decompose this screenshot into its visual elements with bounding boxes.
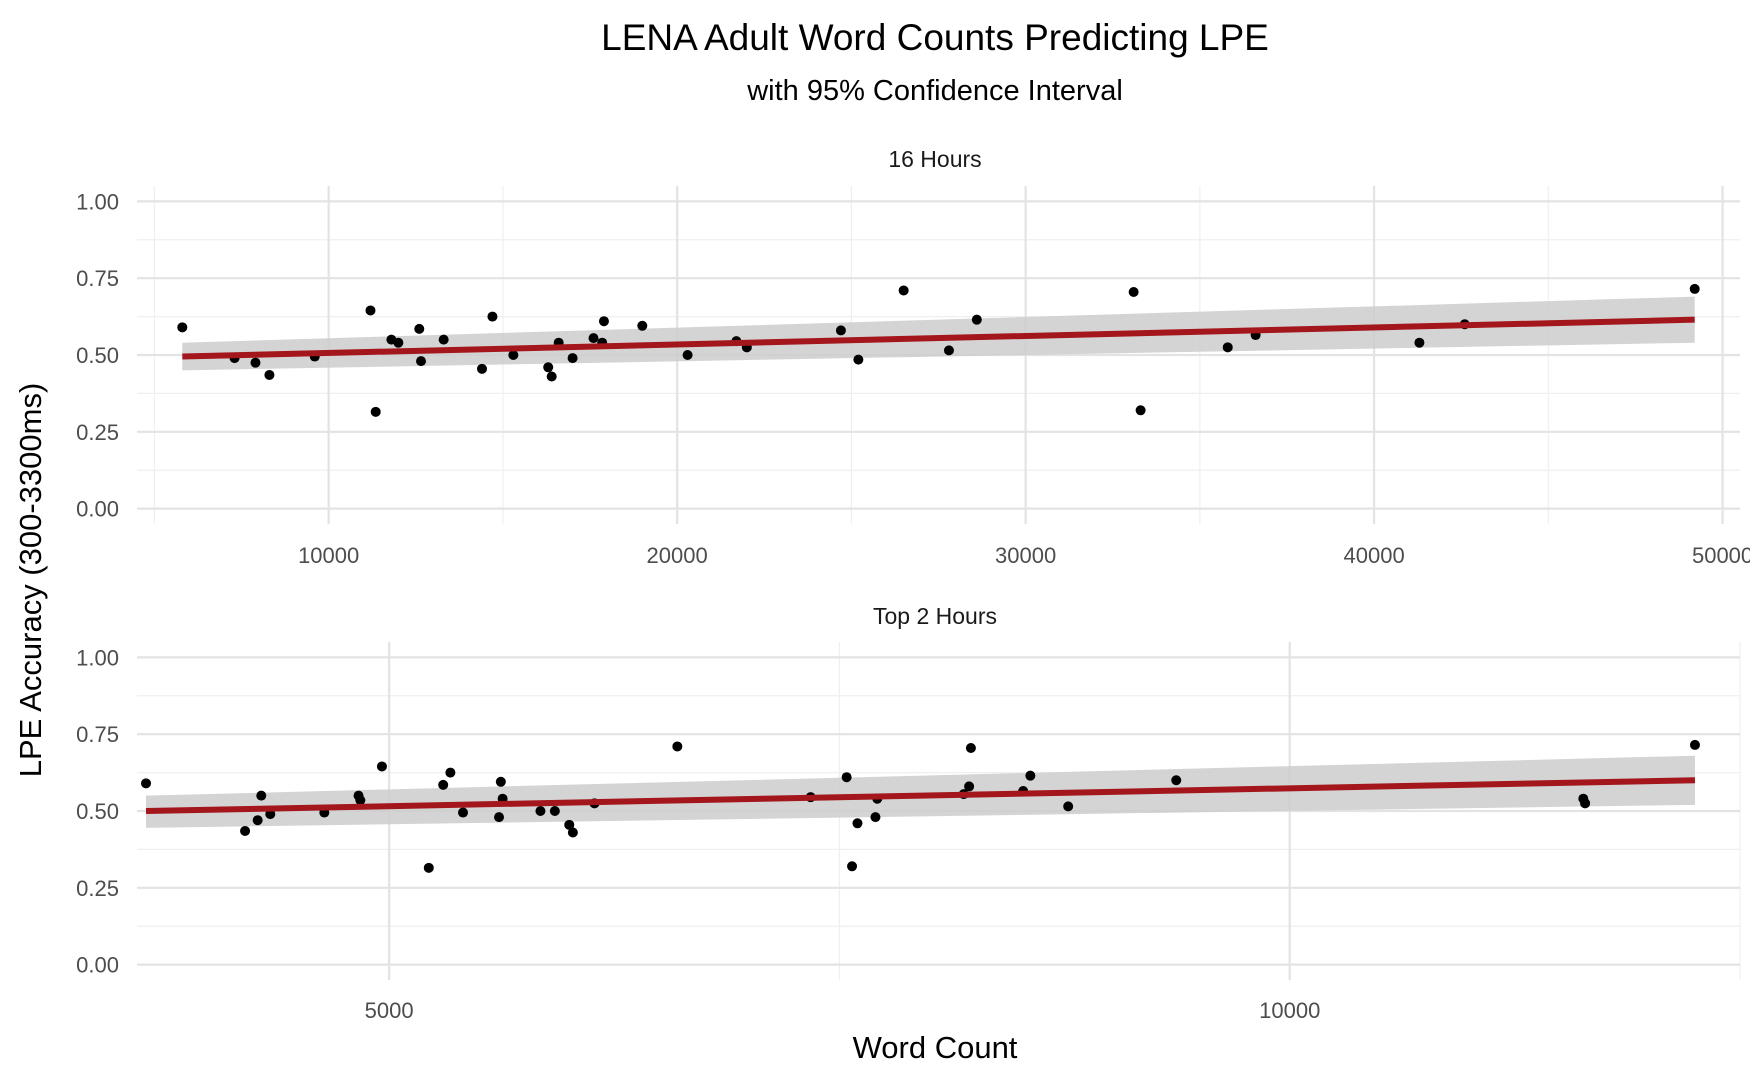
data-point — [256, 790, 267, 801]
data-point — [1135, 405, 1146, 416]
chart-title: LENA Adult Word Counts Predicting LPE — [601, 17, 1269, 58]
data-point — [898, 285, 909, 296]
data-point — [438, 779, 449, 790]
data-point — [355, 795, 366, 806]
data-point — [852, 818, 863, 829]
data-point — [416, 356, 427, 367]
data-point — [672, 741, 683, 752]
data-point — [971, 314, 982, 325]
confidence-ribbon — [182, 296, 1695, 371]
regression-line — [182, 316, 1695, 360]
data-point — [494, 812, 505, 823]
panel-strip-label: 16 Hours — [888, 146, 981, 172]
data-point — [240, 825, 251, 836]
y-tick-label: 0.00 — [76, 953, 119, 978]
data-point — [535, 806, 546, 816]
data-point — [637, 320, 648, 331]
data-point — [252, 815, 263, 826]
data-point — [1063, 801, 1074, 812]
data-point — [588, 333, 599, 344]
data-point — [141, 778, 152, 789]
y-tick-label: 0.00 — [76, 497, 119, 522]
confidence-ribbon — [146, 755, 1695, 828]
data-point — [487, 311, 498, 322]
data-point — [567, 353, 578, 364]
data-point — [1025, 770, 1036, 781]
data-point — [1222, 342, 1233, 353]
y-tick-label: 0.50 — [76, 799, 119, 824]
data-point — [853, 354, 864, 365]
x-tick-label: 20000 — [647, 543, 708, 568]
data-point — [847, 861, 858, 872]
data-point — [943, 345, 954, 356]
x-tick-label: 10000 — [298, 543, 359, 568]
y-tick-label: 1.00 — [76, 645, 119, 670]
x-tick-label: 50000 — [1692, 543, 1750, 568]
panel-16-hours: 16 Hours 0.00 0.25 0.50 0.75 1.00 10000 20000 3… — [76, 146, 1750, 568]
data-point — [965, 743, 976, 754]
data-point — [250, 357, 261, 368]
data-point — [546, 371, 557, 382]
y-tick-label: 0.50 — [76, 343, 119, 368]
data-point — [458, 807, 469, 818]
data-point — [835, 325, 846, 336]
panel-strip-label: Top 2 Hours — [873, 603, 997, 629]
data-point — [376, 761, 387, 772]
data-point — [423, 862, 434, 873]
data-point — [1689, 739, 1700, 750]
data-point — [598, 316, 609, 327]
data-point — [1128, 287, 1139, 298]
data-point — [177, 322, 188, 333]
data-point — [438, 334, 449, 345]
x-tick-label: 5000 — [365, 998, 414, 1023]
x-tick-label: 30000 — [995, 543, 1056, 568]
data-point — [495, 776, 506, 787]
data-point — [564, 819, 575, 830]
chart-subtitle: with 95% Confidence Interval — [746, 75, 1123, 107]
y-tick-label: 1.00 — [76, 189, 119, 214]
y-axis-title: LPE Accuracy (300-3300ms) — [13, 383, 48, 778]
data-point — [476, 363, 487, 374]
data-point — [1580, 798, 1591, 809]
data-point — [508, 350, 519, 360]
data-point — [1171, 775, 1182, 786]
x-tick-label: 10000 — [1259, 998, 1320, 1023]
regression-line — [145, 777, 1696, 814]
y-tick-label: 0.25 — [76, 420, 119, 445]
y-tick-label: 0.75 — [76, 266, 119, 291]
data-point — [841, 772, 852, 783]
data-point — [1414, 337, 1425, 348]
data-point — [682, 350, 693, 360]
data-point — [543, 362, 554, 373]
data-point — [414, 323, 425, 334]
data-point — [264, 369, 275, 380]
data-point — [365, 305, 376, 316]
data-point — [567, 827, 578, 838]
data-point — [445, 767, 456, 778]
x-tick-label: 40000 — [1344, 543, 1405, 568]
data-point — [1689, 283, 1700, 294]
data-point — [549, 806, 560, 816]
data-point — [964, 781, 975, 792]
y-tick-label: 0.75 — [76, 722, 119, 747]
panel-top-2-hours: Top 2 Hours 0.00 0.25 0.50 0.75 1.00 5000 1000… — [76, 603, 1741, 1023]
data-point — [393, 337, 404, 348]
data-point — [870, 812, 881, 823]
x-axis-title: Word Count — [853, 1030, 1018, 1065]
data-point — [370, 406, 381, 417]
y-tick-label: 0.25 — [76, 876, 119, 901]
